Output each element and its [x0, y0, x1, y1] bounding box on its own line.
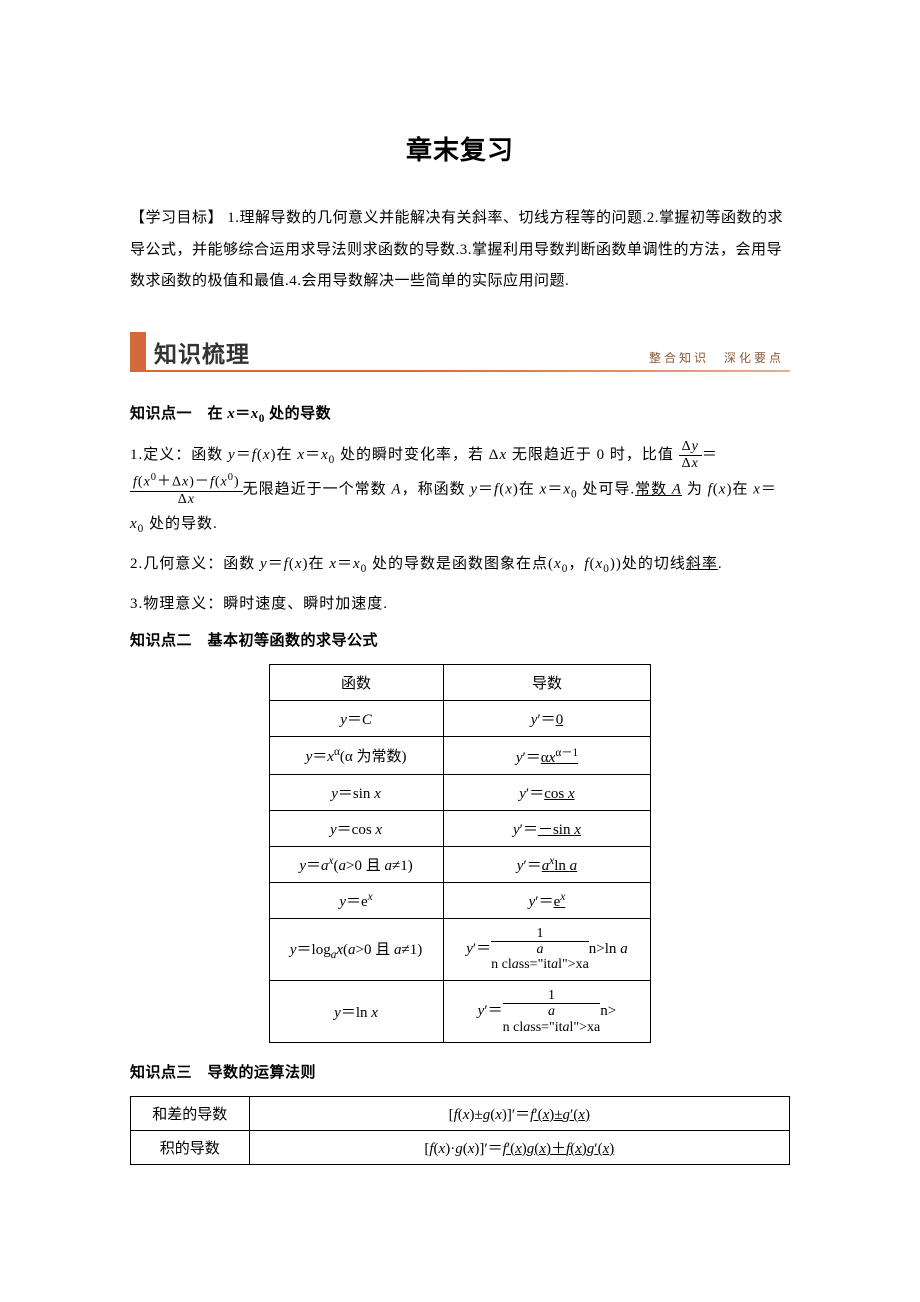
page-title: 章末复习 [130, 130, 790, 167]
cell-derivative: y′＝1an class="ital">xan>ln a [443, 918, 651, 980]
banner-block [130, 332, 146, 372]
frac-dq: f(x0＋Δx)－f(x0) Δx [130, 472, 243, 508]
kp2-title: 知识点二 基本初等函数的求导公式 [130, 629, 790, 650]
table-row: y＝cos xy′＝－sin x [269, 810, 651, 846]
section-heading: 知识梳理 [154, 335, 250, 369]
table-row: y＝sin xy′＝cos x [269, 774, 651, 810]
frac-dy-dx: Δy Δx [679, 439, 702, 472]
document-page: 章末复习 【学习目标】 1.理解导数的几何意义并能解决有关斜率、切线方程等的问题… [0, 0, 920, 1302]
cell-rule-formula: [f(x)±g(x)]′＝f′(x)±g′(x) [249, 1096, 789, 1130]
banner-bar [130, 370, 790, 372]
table-row: y＝exy′＝ex [269, 882, 651, 918]
learning-goals: 【学习目标】 1.理解导数的几何意义并能解决有关斜率、切线方程等的问题.2.掌握… [130, 203, 790, 298]
cell-function: y＝ex [269, 882, 443, 918]
kp1-title: 知识点一 在 x＝x0 处的导数 [130, 402, 790, 425]
table-row: y＝logax(a>0 且 a≠1)y′＝1an class="ital">xa… [269, 918, 651, 980]
slope-underline: 斜率 [686, 556, 718, 572]
kp3-title: 知识点三 导数的运算法则 [130, 1061, 790, 1082]
section-banner: 知识梳理 整合知识 深化要点 [130, 330, 790, 374]
table-row: 积的导数[f(x)·g(x)]′＝f′(x)g(x)＋f(x)g′(x) [131, 1130, 790, 1164]
cell-rule-label: 和差的导数 [131, 1096, 250, 1130]
cell-function: y＝sin x [269, 774, 443, 810]
th-function: 函数 [269, 664, 443, 700]
cell-derivative: y′＝ex [443, 882, 651, 918]
cell-derivative: y′＝axln a [443, 846, 651, 882]
th-derivative: 导数 [443, 664, 651, 700]
cell-derivative: y′＝0 [443, 700, 651, 736]
table-row: y＝xα(α 为常数)y′＝αxα－1 [269, 736, 651, 774]
kp1-p1: 1.定义：函数 y＝f(x)在 x＝x0 处的瞬时变化率，若 Δx 无限趋近于 … [130, 439, 790, 542]
table-row: y＝Cy′＝0 [269, 700, 651, 736]
kp1-p3: 3.物理意义：瞬时速度、瞬时加速度. [130, 588, 790, 621]
cell-rule-label: 积的导数 [131, 1130, 250, 1164]
cell-function: y＝logax(a>0 且 a≠1) [269, 918, 443, 980]
cell-derivative: y′＝1an class="ital">xan> [443, 980, 651, 1042]
cell-function: y＝xα(α 为常数) [269, 736, 443, 774]
section-tagline: 整合知识 深化要点 [649, 349, 784, 366]
goals-text: 1.理解导数的几何意义并能解决有关斜率、切线方程等的问题.2.掌握初等函数的求导… [130, 210, 783, 289]
cell-derivative: y′＝cos x [443, 774, 651, 810]
cell-derivative: y′＝αxα－1 [443, 736, 651, 774]
cell-rule-formula: [f(x)·g(x)]′＝f′(x)g(x)＋f(x)g′(x) [249, 1130, 789, 1164]
rules-table: 和差的导数[f(x)±g(x)]′＝f′(x)±g′(x)积的导数[f(x)·g… [130, 1096, 790, 1165]
goals-label: 【学习目标】 [130, 210, 223, 226]
table-row: y＝ax(a>0 且 a≠1)y′＝axln a [269, 846, 651, 882]
table-row: y＝ln xy′＝1an class="ital">xan> [269, 980, 651, 1042]
cell-function: y＝cos x [269, 810, 443, 846]
kp1-p2: 2.几何意义：函数 y＝f(x)在 x＝x0 处的导数是函数图象在点(x0，f(… [130, 548, 790, 582]
cell-function: y＝ax(a>0 且 a≠1) [269, 846, 443, 882]
constant-a: 常数 A [635, 482, 682, 498]
cell-function: y＝ln x [269, 980, 443, 1042]
cell-derivative: y′＝－sin x [443, 810, 651, 846]
table-row: 和差的导数[f(x)±g(x)]′＝f′(x)±g′(x) [131, 1096, 790, 1130]
derivative-table: 函数 导数 y＝Cy′＝0y＝xα(α 为常数)y′＝αxα－1y＝sin xy… [269, 664, 652, 1043]
table-header-row: 函数 导数 [269, 664, 651, 700]
cell-function: y＝C [269, 700, 443, 736]
